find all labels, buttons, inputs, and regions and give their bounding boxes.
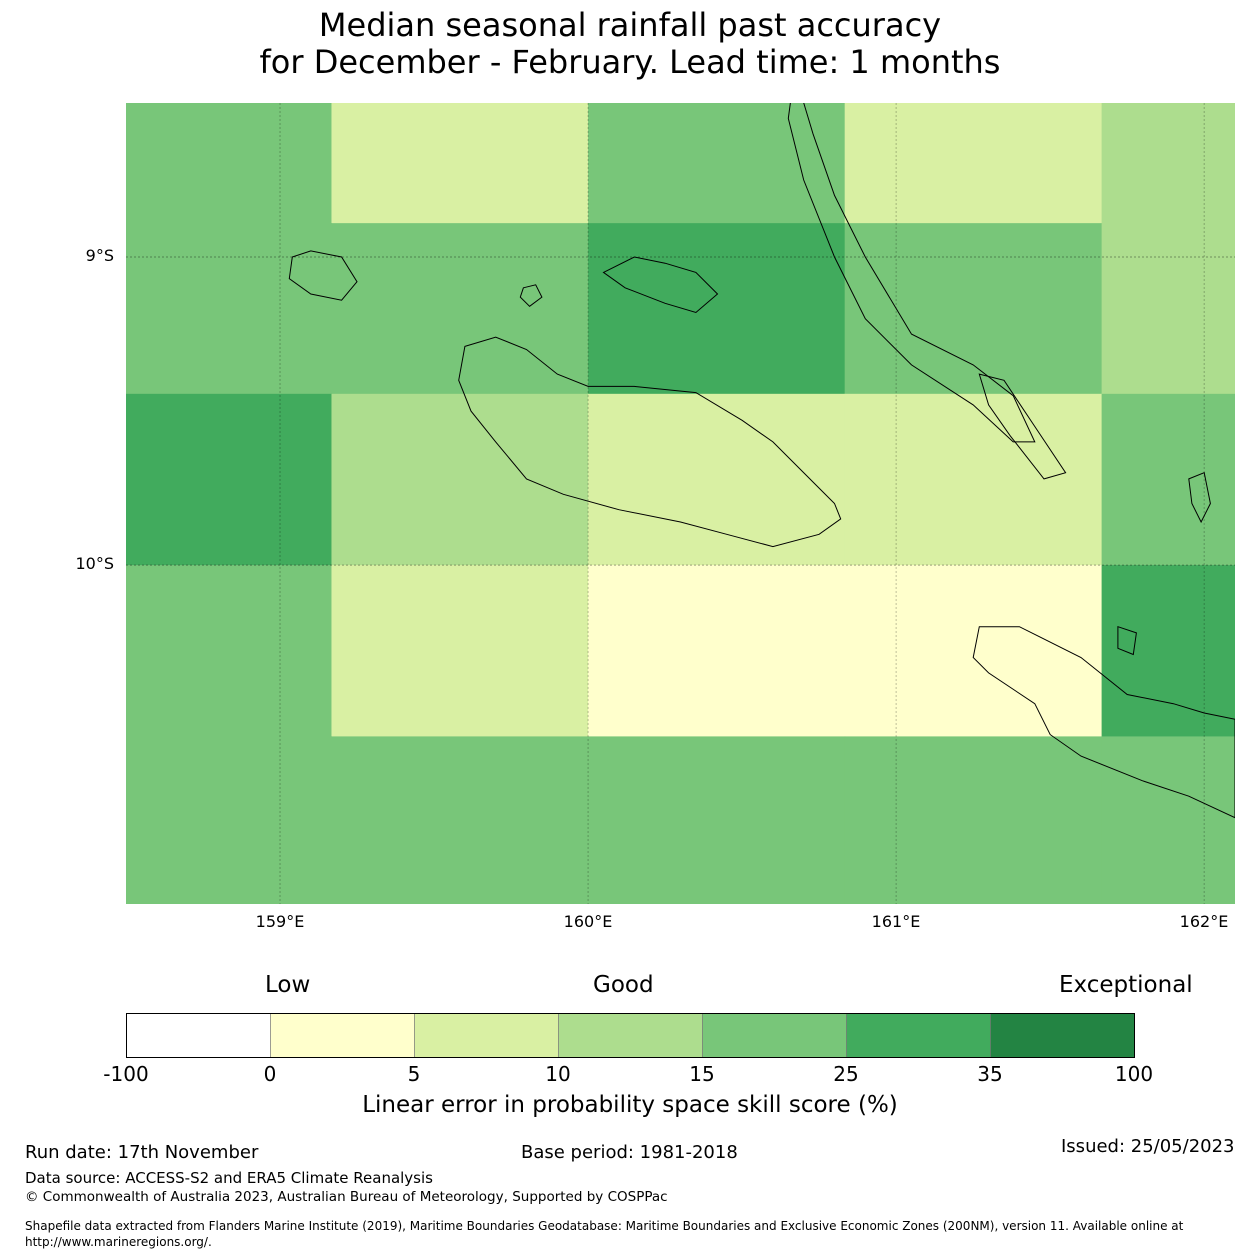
coastline-savo [519,284,543,307]
data-source: Data source: ACCESS-S2 and ERA5 Climate … [25,1169,433,1187]
skill-cell [126,736,332,904]
skill-cell [331,103,589,224]
colorbar-frame [126,1013,1135,1058]
colorbar-segment [702,1013,847,1058]
shapefile-credit-line-1: Shapefile data extracted from Flanders M… [25,1219,1184,1233]
colorbar-tick: 25 [833,1062,859,1086]
coastline-florida-islands [602,256,719,314]
category-exceptional: Exceptional [1059,972,1193,998]
skill-cell [588,736,846,904]
lon-label-159e: 159°E [255,912,305,931]
colorbar-segment [126,1013,271,1058]
colorbar-title: Linear error in probability space skill … [362,1092,898,1118]
colorbar-segment [558,1013,703,1058]
issued-date: Issued: 25/05/2023 [1061,1136,1235,1157]
skill-cell [126,223,332,395]
lat-label-9s: 9°S [85,246,114,265]
coastline-ugi [1117,626,1137,656]
colorbar-segment [846,1013,991,1058]
colorbar-tick: 35 [977,1062,1003,1086]
colorbar-segment [414,1013,559,1058]
colorbar-tick: 0 [263,1062,277,1086]
copyright: © Commonwealth of Australia 2023, Austra… [25,1189,668,1205]
title-line-2: for December - February. Lead time: 1 mo… [259,43,1001,81]
skill-cell [1101,223,1235,395]
skill-cell [588,393,846,566]
coastline-ulawa [1188,472,1211,524]
skill-cell [844,223,1103,395]
title-line-1: Median seasonal rainfall past accuracy [318,6,942,44]
skill-cell [331,393,589,566]
colorbar-segment [990,1013,1135,1058]
skill-map [126,103,1235,904]
category-good: Good [593,972,654,998]
lon-label-160e: 160°E [563,912,613,931]
skill-cell [1101,393,1235,566]
skill-cell [331,736,589,904]
run-date: Run date: 17th November [25,1142,259,1163]
skill-cell [126,393,332,566]
colorbar-segment [270,1013,415,1058]
skill-cell [844,393,1103,566]
colorbar-tick: 10 [545,1062,571,1086]
coastline-russell-islands [288,250,358,301]
category-low: Low [265,972,311,998]
skill-cell [1101,103,1235,224]
coastline-malaita [787,103,1036,443]
skill-cell [1101,736,1235,904]
base-period: Base period: 1981-2018 [521,1142,738,1163]
coastline-makira [972,626,1235,819]
skill-cell [844,736,1103,904]
colorbar [126,1013,1135,1058]
colorbar-tick: 15 [689,1062,715,1086]
skill-cell [331,565,589,737]
coastline-guadalcanal [458,336,842,548]
colorbar-tick: 5 [407,1062,421,1086]
skill-cell [1101,565,1235,737]
colorbar-tick: 100 [1114,1062,1154,1086]
skill-cell [844,565,1103,737]
skill-cell [588,103,846,224]
skill-cell [331,223,589,395]
skill-cell [588,565,846,737]
skill-cell [126,103,332,224]
skill-cell [126,565,332,737]
coastline-maramasike [978,373,1067,480]
shapefile-credit-line-2: http://www.marineregions.org/. [25,1235,212,1249]
skill-cell [844,103,1103,224]
lon-label-162e: 162°E [1179,912,1229,931]
lat-label-10s: 10°S [75,554,114,573]
skill-cell [588,223,846,395]
lon-label-161e: 161°E [871,912,921,931]
colorbar-tick: -100 [103,1062,149,1086]
